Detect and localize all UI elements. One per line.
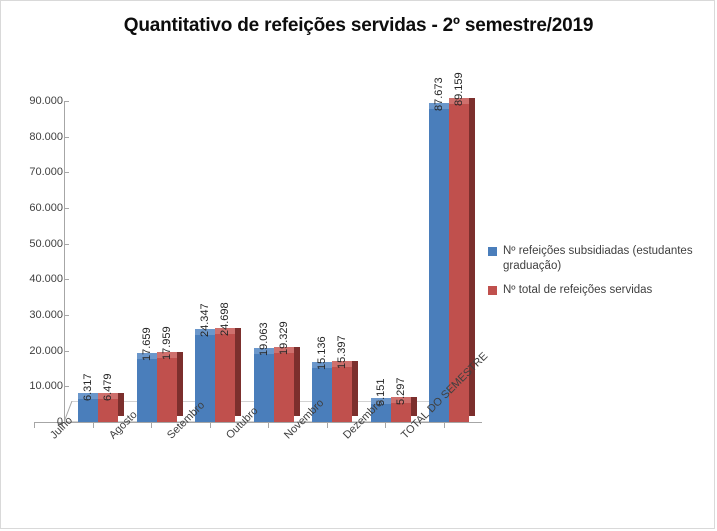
y-axis-tick-mark (64, 208, 69, 209)
bar-data-label: 15.136 (316, 336, 329, 370)
bar-total[interactable] (449, 98, 476, 422)
y-axis-tick-mark (64, 279, 69, 281)
bar-top-face (312, 362, 333, 369)
x-axis-tick-mark (151, 423, 153, 428)
bar-data-label: 19.063 (257, 322, 270, 356)
bar-front-face (195, 335, 216, 422)
bar-top-face (156, 351, 177, 358)
bar-top-face (449, 98, 470, 104)
bar-top-face (136, 353, 157, 360)
bar-side-face (410, 397, 417, 416)
x-axis-tick-mark (326, 423, 328, 428)
bar-data-label: 6.479 (102, 373, 114, 401)
y-axis-tick-text: 50.000 (29, 237, 63, 250)
bar-top-face (390, 397, 411, 404)
legend-item[interactable]: Nº total de refeições servidas (488, 283, 703, 298)
bar-data-label: 17.959 (160, 326, 173, 360)
bar-subsidiadas[interactable] (136, 353, 163, 422)
x-axis-tick-mark (92, 423, 94, 428)
bar-side-face (293, 347, 300, 416)
x-axis-tick-mark (385, 423, 387, 428)
bar-data-label: 24.347 (199, 303, 212, 338)
bar-front-face (215, 333, 236, 422)
legend-item-label: Nº refeições subsidiadas (estudantes gra… (503, 245, 693, 272)
bar-front-face (253, 354, 274, 422)
y-axis-tick-text: 90.000 (29, 95, 63, 107)
bar-total[interactable] (98, 392, 124, 422)
y-axis-tick-mark (64, 350, 69, 352)
bar-front-face (273, 353, 294, 422)
bar-front-face (98, 398, 118, 422)
y-axis-tick-mark (64, 386, 69, 388)
legend-item[interactable]: Nº refeições subsidiadas (estudantes gra… (488, 244, 703, 274)
bar-data-label: 6.317 (82, 373, 94, 402)
bar-data-label: 15.397 (336, 335, 349, 370)
chart-legend: Nº refeições subsidiadas (estudantes gra… (488, 244, 703, 307)
legend-color-swatch-icon (488, 247, 497, 256)
y-axis-tick-text: 10.000 (29, 380, 63, 393)
bar-front-face (312, 368, 333, 422)
x-axis-tick-mark (209, 423, 211, 428)
bar-top-face (429, 103, 450, 110)
legend-item-label: Nº total de refeições servidas (503, 284, 653, 296)
y-axis-tick-text: 70.000 (29, 166, 63, 179)
bar-data-label: 19.329 (277, 321, 290, 356)
chart-title: Quantitativo de refeições servidas - 2º … (123, 15, 594, 36)
y-axis-tick-text: 20.000 (29, 344, 63, 357)
bar-top-face (253, 348, 274, 355)
bar-data-label: 17.659 (140, 327, 153, 362)
bar-front-face (156, 357, 177, 422)
bar-total[interactable] (332, 361, 359, 422)
bar-total[interactable] (390, 397, 417, 422)
bar-front-face (390, 403, 411, 422)
bar-data-label: 24.698 (219, 302, 232, 336)
bar-side-face (469, 98, 476, 416)
bar-side-face (235, 327, 242, 416)
bar-side-face (176, 351, 183, 416)
bar-top-face (78, 393, 98, 400)
bar-total[interactable] (273, 347, 300, 422)
bar-data-label: 89.159 (453, 72, 466, 106)
bar-front-face (136, 359, 157, 422)
bar-side-face (118, 392, 124, 416)
bar-front-face (78, 399, 98, 422)
y-axis-tick-mark (64, 422, 69, 423)
x-axis-tick-mark (268, 423, 270, 428)
x-axis-tick-mark (34, 423, 35, 428)
y-axis-tick-mark (64, 136, 69, 138)
bar-data-label: 87.673 (433, 77, 446, 112)
bar-top-face (370, 397, 391, 404)
bar-top-face (332, 361, 353, 368)
bar-front-face (449, 104, 470, 422)
y-axis-tick-text: 0 (56, 416, 63, 428)
bar-subsidiadas[interactable] (78, 393, 104, 422)
x-axis-tick-mark (444, 423, 445, 428)
y-axis-tick-text: 30.000 (29, 309, 63, 321)
y-axis-tick-text: 80.000 (29, 130, 63, 143)
bar-front-face (429, 109, 450, 422)
bar-top-face (98, 392, 118, 399)
bar-front-face (332, 367, 353, 422)
bar-top-face (215, 327, 236, 334)
bar-total[interactable] (215, 327, 242, 422)
bar-top-face (195, 329, 216, 336)
y-axis-tick-text: 60.000 (29, 202, 63, 214)
bar-data-label: 5.297 (394, 377, 407, 406)
y-axis-tick-text: 40.000 (29, 273, 63, 286)
y-axis-tick-mark (64, 315, 69, 316)
bar-subsidiadas[interactable] (429, 103, 456, 422)
y-axis-tick-mark (64, 101, 69, 102)
bar-top-face (273, 347, 294, 354)
bar-front-face (370, 403, 391, 422)
legend-color-swatch-icon (488, 286, 497, 295)
y-axis-tick-mark (64, 243, 69, 245)
bar-total[interactable] (156, 351, 183, 422)
y-axis-tick-mark (64, 172, 69, 174)
y-axis-line (64, 101, 65, 422)
bar-side-face (352, 361, 359, 416)
